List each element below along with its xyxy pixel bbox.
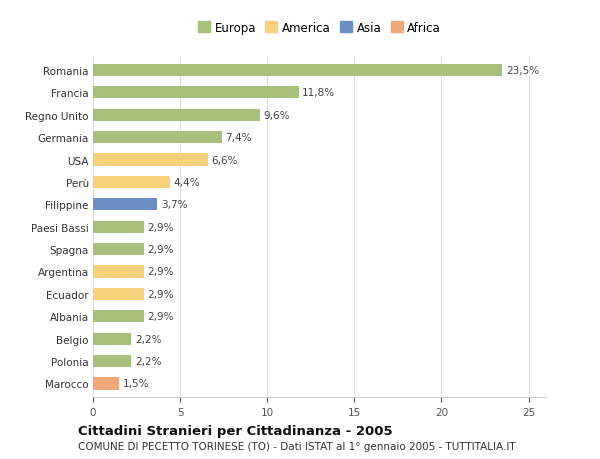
Text: 2,9%: 2,9% (147, 267, 173, 277)
Bar (93, 221, 143, 233)
Bar (93, 288, 143, 300)
Text: Cittadini Stranieri per Cittadinanza - 2005: Cittadini Stranieri per Cittadinanza - 2… (78, 424, 392, 437)
Bar (93, 333, 131, 345)
Text: 2,9%: 2,9% (147, 312, 173, 322)
Bar (93, 377, 119, 390)
Bar (93, 132, 222, 144)
Text: 2,2%: 2,2% (135, 356, 161, 366)
Bar (93, 355, 131, 367)
Bar (93, 199, 157, 211)
Text: 2,2%: 2,2% (135, 334, 161, 344)
Legend: Europa, America, Asia, Africa: Europa, America, Asia, Africa (196, 19, 443, 37)
Text: 11,8%: 11,8% (302, 88, 335, 98)
Text: COMUNE DI PECETTO TORINESE (TO) - Dati ISTAT al 1° gennaio 2005 - TUTTITALIA.IT: COMUNE DI PECETTO TORINESE (TO) - Dati I… (78, 441, 515, 451)
Text: 4,4%: 4,4% (173, 178, 200, 188)
Bar (93, 65, 502, 77)
Bar (93, 154, 208, 166)
Text: 23,5%: 23,5% (506, 66, 539, 76)
Text: 2,9%: 2,9% (147, 245, 173, 255)
Text: 6,6%: 6,6% (211, 155, 238, 165)
Text: 3,7%: 3,7% (161, 200, 187, 210)
Text: 2,9%: 2,9% (147, 222, 173, 232)
Text: 1,5%: 1,5% (122, 379, 149, 389)
Bar (93, 266, 143, 278)
Text: 9,6%: 9,6% (264, 111, 290, 120)
Bar (93, 176, 170, 189)
Text: 7,4%: 7,4% (226, 133, 252, 143)
Bar (93, 87, 299, 99)
Text: 2,9%: 2,9% (147, 289, 173, 299)
Bar (93, 109, 260, 122)
Bar (93, 243, 143, 256)
Bar (93, 310, 143, 323)
